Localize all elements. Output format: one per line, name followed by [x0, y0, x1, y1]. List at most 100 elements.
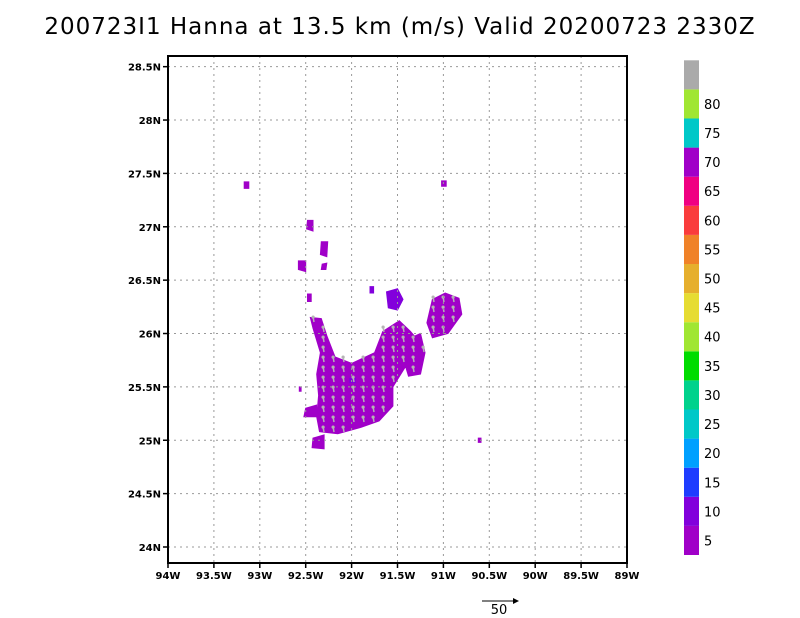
- lat-tick-label: 24N: [139, 543, 161, 554]
- colorbar-swatch: [684, 60, 699, 90]
- wind-vector-head: [321, 405, 325, 409]
- lon-tick-label: 92W: [339, 571, 364, 582]
- colorbar-label: 40: [704, 331, 721, 346]
- wind-vector-head: [451, 315, 455, 319]
- wind-vector-head: [361, 385, 365, 389]
- lat-tick-label: 27.5N: [128, 169, 161, 180]
- wind-vector-head: [331, 415, 335, 419]
- wind-vector-head: [361, 365, 365, 369]
- wind-vector-head: [381, 365, 385, 369]
- wind-vector-head: [361, 355, 365, 359]
- lat-tick-label: 28N: [139, 116, 161, 127]
- wind-vector-head: [391, 355, 395, 359]
- wind-vector-head: [401, 355, 405, 359]
- wind-region-5: [303, 404, 318, 418]
- wind-vector-head: [331, 375, 335, 379]
- colorbar-label: 5: [704, 535, 712, 550]
- map-grid: [167, 56, 628, 563]
- wind-vector-head: [321, 335, 325, 339]
- colorbar-swatch: [684, 264, 699, 294]
- wind-vector-head: [411, 335, 415, 339]
- colorbar-label: 30: [704, 389, 721, 404]
- lon-tick-label: 91.5W: [380, 571, 416, 582]
- wind-region-5: [306, 219, 314, 232]
- wind-vector-head: [431, 295, 435, 299]
- colorbar-swatch: [684, 205, 699, 235]
- colorbar-swatch: [684, 322, 699, 352]
- map-tick-labels: 94W 93.5W 93W 92.5W 92W 91.5W 91W 90.5W 90W 89.5W…: [128, 63, 640, 582]
- colorbar-swatch: [684, 176, 699, 206]
- wind-vector-head: [401, 345, 405, 349]
- lon-tick-label: 93.5W: [196, 571, 232, 582]
- wind-vector-head: [441, 315, 445, 319]
- wind-vector-head: [321, 365, 325, 369]
- colorbar-swatch: [684, 293, 699, 323]
- wind-vector-head: [331, 425, 335, 429]
- wind-vector-head: [381, 355, 385, 359]
- wind-vector-head: [321, 415, 325, 419]
- lat-tick-label: 28.5N: [128, 63, 161, 74]
- lat-tick-label: 25.5N: [128, 383, 161, 394]
- wind-vector-head: [341, 365, 345, 369]
- lon-tick-label: 89.5W: [563, 571, 599, 582]
- wind-vector-head: [441, 305, 445, 309]
- wind-vector-head: [411, 345, 415, 349]
- wind-vector-head: [391, 375, 395, 379]
- wind-vector-head: [381, 375, 385, 379]
- wind-vector-head: [341, 375, 345, 379]
- lon-tick-label: 94W: [156, 571, 181, 582]
- wind-vector-head: [341, 425, 345, 429]
- wind-region-5: [243, 181, 250, 189]
- wind-region-5: [441, 180, 447, 187]
- colorbar-label: 10: [704, 505, 721, 520]
- lon-tick-label: 90.5W: [471, 571, 507, 582]
- wind-region-5: [309, 316, 422, 435]
- wind-vector-head: [361, 395, 365, 399]
- colorbar-label: 65: [704, 185, 721, 200]
- colorbar-label: 50: [704, 273, 721, 288]
- wind-vector-head: [331, 385, 335, 389]
- wind-vector-head: [391, 345, 395, 349]
- colorbar-swatch: [684, 118, 699, 148]
- colorbar-swatch: [684, 525, 699, 555]
- wind-vector-head: [411, 355, 415, 359]
- wind-vector-head: [451, 305, 455, 309]
- wind-vector-head: [321, 385, 325, 389]
- colorbar-label: 80: [704, 98, 721, 113]
- colorbar-swatch: [684, 409, 699, 439]
- wind-vector-head: [351, 395, 355, 399]
- wind-vector-head: [391, 365, 395, 369]
- wind-region-5: [477, 437, 482, 443]
- wind-vector-head: [451, 295, 455, 299]
- colorbar-swatch: [684, 380, 699, 410]
- lon-tick-label: 89W: [615, 571, 640, 582]
- lon-tick-label: 93W: [247, 571, 272, 582]
- lat-tick-label: 26.5N: [128, 276, 161, 287]
- wind-vector-head: [321, 375, 325, 379]
- wind-vector-head: [381, 325, 385, 329]
- wind-vector-head: [321, 355, 325, 359]
- wind-vector-head: [361, 405, 365, 409]
- wind-region-5: [298, 386, 302, 392]
- wind-vector-head: [371, 375, 375, 379]
- lon-tick-label: 91W: [431, 571, 456, 582]
- wind-vector-head: [321, 395, 325, 399]
- wind-vector-head: [321, 325, 325, 329]
- wind-vector-head: [371, 355, 375, 359]
- colorbar-label: 25: [704, 418, 721, 433]
- lat-tick-label: 26N: [139, 330, 161, 341]
- colorbar-swatch: [684, 438, 699, 468]
- wind-region-10: [369, 286, 375, 294]
- wind-vector-head: [331, 405, 335, 409]
- wind-region-5: [320, 262, 328, 270]
- wind-vector-head: [431, 315, 435, 319]
- wind-vector-head: [381, 345, 385, 349]
- colorbar-swatch: [684, 89, 699, 119]
- wind-vector-head: [351, 405, 355, 409]
- lon-tick-label: 90W: [523, 571, 548, 582]
- colorbar-label: 35: [704, 360, 721, 375]
- wind-region-5: [426, 292, 463, 339]
- colorbar-label: 20: [704, 447, 721, 462]
- wind-vector-head: [421, 345, 425, 349]
- lat-tick-label: 27N: [139, 223, 161, 234]
